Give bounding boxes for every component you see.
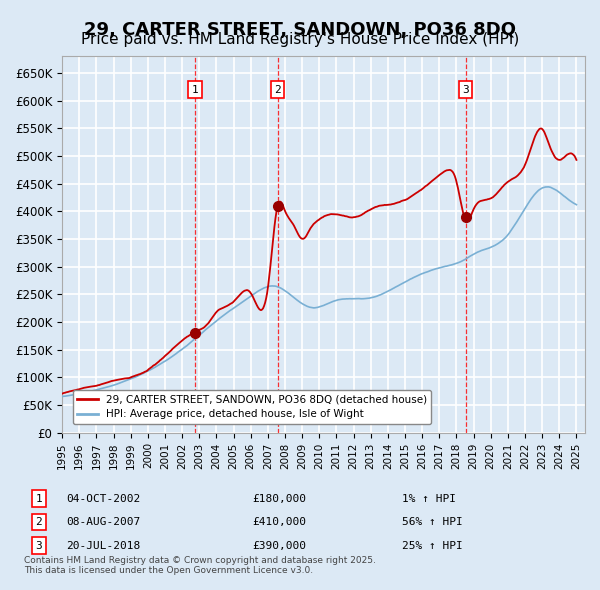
Text: 08-AUG-2007: 08-AUG-2007 [66, 517, 140, 527]
Text: 1: 1 [35, 494, 43, 503]
Text: 1: 1 [191, 84, 199, 94]
Text: 04-OCT-2002: 04-OCT-2002 [66, 494, 140, 503]
Text: Price paid vs. HM Land Registry's House Price Index (HPI): Price paid vs. HM Land Registry's House … [81, 32, 519, 47]
Text: £410,000: £410,000 [252, 517, 306, 527]
Text: 25% ↑ HPI: 25% ↑ HPI [402, 541, 463, 550]
Text: 20-JUL-2018: 20-JUL-2018 [66, 541, 140, 550]
Text: 3: 3 [463, 84, 469, 94]
Text: £180,000: £180,000 [252, 494, 306, 503]
Text: 2: 2 [35, 517, 43, 527]
Text: 2: 2 [274, 84, 281, 94]
Text: £390,000: £390,000 [252, 541, 306, 550]
Text: 3: 3 [35, 541, 43, 550]
Text: Contains HM Land Registry data © Crown copyright and database right 2025.
This d: Contains HM Land Registry data © Crown c… [24, 556, 376, 575]
Text: 1% ↑ HPI: 1% ↑ HPI [402, 494, 456, 503]
Text: 29, CARTER STREET, SANDOWN, PO36 8DQ: 29, CARTER STREET, SANDOWN, PO36 8DQ [84, 21, 516, 39]
Text: 56% ↑ HPI: 56% ↑ HPI [402, 517, 463, 527]
Legend: 29, CARTER STREET, SANDOWN, PO36 8DQ (detached house), HPI: Average price, detac: 29, CARTER STREET, SANDOWN, PO36 8DQ (de… [73, 390, 431, 424]
